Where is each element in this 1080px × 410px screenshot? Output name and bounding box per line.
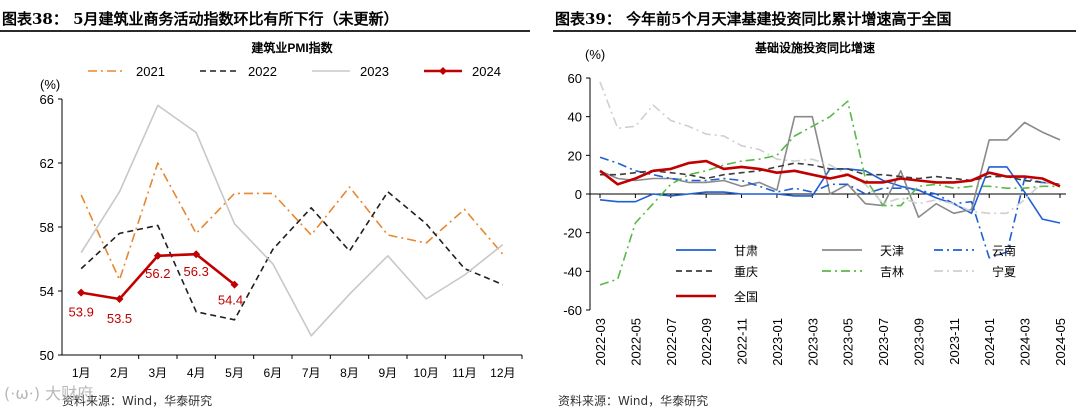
x-tick-label: 2023-09	[911, 318, 926, 366]
y-unit-label: (%)	[40, 77, 60, 92]
series-line-重庆	[600, 162, 1061, 186]
x-tick-label: 2022-05	[628, 318, 643, 366]
chart-title: 建筑业PMI指数	[250, 40, 333, 55]
y-tick-label: -20	[563, 226, 582, 241]
legend-label-2023: 2023	[360, 64, 389, 79]
y-tick-label: 66	[40, 92, 54, 107]
x-tick-label: 3月	[148, 366, 167, 380]
y-tick-label: 58	[40, 220, 54, 235]
x-tick-label: 1月	[72, 366, 91, 380]
data-label-2024: 56.3	[184, 264, 209, 279]
series-line-甘肃	[599, 166, 1061, 224]
x-tick-label: 12月	[490, 366, 515, 380]
y-tick-label: 60	[568, 71, 582, 86]
data-label-2024: 53.9	[69, 305, 94, 320]
left-panel-header: 图表38： 5月建筑业商务活动指数环比有所下行（未更新）	[0, 4, 530, 32]
x-tick-label: 2024-05	[1053, 318, 1068, 366]
right-panel-header: 图表39： 今年前5个月天津基建投资同比累计增速高于全国	[553, 4, 1076, 32]
data-point-2024	[153, 251, 162, 260]
legend-label-天津: 天津	[880, 244, 904, 258]
legend-label-2021: 2021	[136, 64, 165, 79]
x-tick-label: 2024-01	[982, 318, 997, 366]
legend-label-吉林: 吉林	[880, 265, 904, 279]
watermark: (·ω·) 大财府	[4, 384, 94, 403]
y-tick-label: 62	[40, 156, 54, 171]
x-tick-label: 4月	[187, 366, 206, 380]
series-line-2023	[80, 104, 504, 337]
series-line-2021	[80, 162, 504, 281]
data-label-2024: 54.4	[218, 293, 243, 308]
series-line-全国	[599, 159, 1061, 188]
y-tick-label: -60	[563, 303, 582, 318]
x-tick-label: 2023-11	[947, 318, 962, 365]
legend-label-云南: 云南	[992, 243, 1016, 258]
y-tick-label: 0	[575, 187, 582, 202]
x-tick-label: 7月	[302, 366, 321, 380]
data-point-2024	[192, 250, 201, 259]
x-tick-label: 10月	[413, 366, 438, 380]
y-unit-label: (%)	[585, 47, 605, 62]
x-tick-label: 9月	[378, 366, 397, 380]
series-line-吉林	[599, 100, 1060, 286]
x-tick-label: 5月	[225, 366, 244, 380]
right-panel-title: 图表39： 今年前5个月天津基建投资同比累计增速高于全国	[555, 10, 952, 28]
legend-marker-2024	[439, 67, 447, 75]
legend-label-宁夏: 宁夏	[992, 264, 1016, 279]
left-panel-title: 图表38： 5月建筑业商务活动指数环比有所下行（未更新）	[2, 10, 399, 28]
x-tick-label: 8月	[340, 366, 359, 380]
x-tick-label: 2023-05	[841, 318, 856, 366]
series-line-宁夏	[599, 81, 1061, 215]
legend-label-甘肃: 甘肃	[734, 244, 758, 258]
x-tick-label: 6月	[263, 366, 282, 380]
x-tick-label: 2022-07	[664, 318, 679, 366]
data-point-2024	[77, 288, 86, 297]
y-tick-label: 54	[40, 284, 54, 299]
right-source: 资料来源：Wind，华泰研究	[558, 394, 709, 408]
legend-label-重庆: 重庆	[734, 265, 758, 279]
data-point-2024	[230, 280, 239, 289]
data-label-2024: 56.2	[145, 266, 170, 281]
series-line-云南	[599, 156, 1061, 259]
x-tick-label: 2024-03	[1018, 318, 1033, 366]
x-tick-label: 2022-11	[735, 318, 750, 365]
y-tick-label: 20	[568, 148, 582, 163]
legend-label-2022: 2022	[248, 64, 277, 79]
x-tick-label: 2022-09	[699, 318, 714, 366]
y-tick-label: 50	[40, 348, 54, 363]
x-tick-label: 2022-03	[593, 318, 608, 366]
x-tick-label: 2月	[110, 366, 129, 380]
chart-title: 基础设施投资同比增速	[754, 40, 875, 55]
x-tick-label: 2023-03	[805, 318, 820, 366]
legend-label-全国: 全国	[734, 289, 758, 304]
data-label-2024: 53.5	[107, 311, 132, 326]
y-tick-label: 40	[568, 110, 582, 125]
left-source: 资料来源：Wind，华泰研究	[62, 394, 213, 408]
x-tick-label: 2023-01	[770, 318, 785, 366]
x-tick-label: 11月	[452, 366, 476, 380]
legend-label-2024: 2024	[472, 64, 501, 79]
data-point-2024	[115, 295, 124, 303]
series-line-2022	[80, 191, 504, 321]
x-tick-label: 2023-07	[876, 318, 891, 366]
y-tick-label: -40	[563, 264, 582, 279]
